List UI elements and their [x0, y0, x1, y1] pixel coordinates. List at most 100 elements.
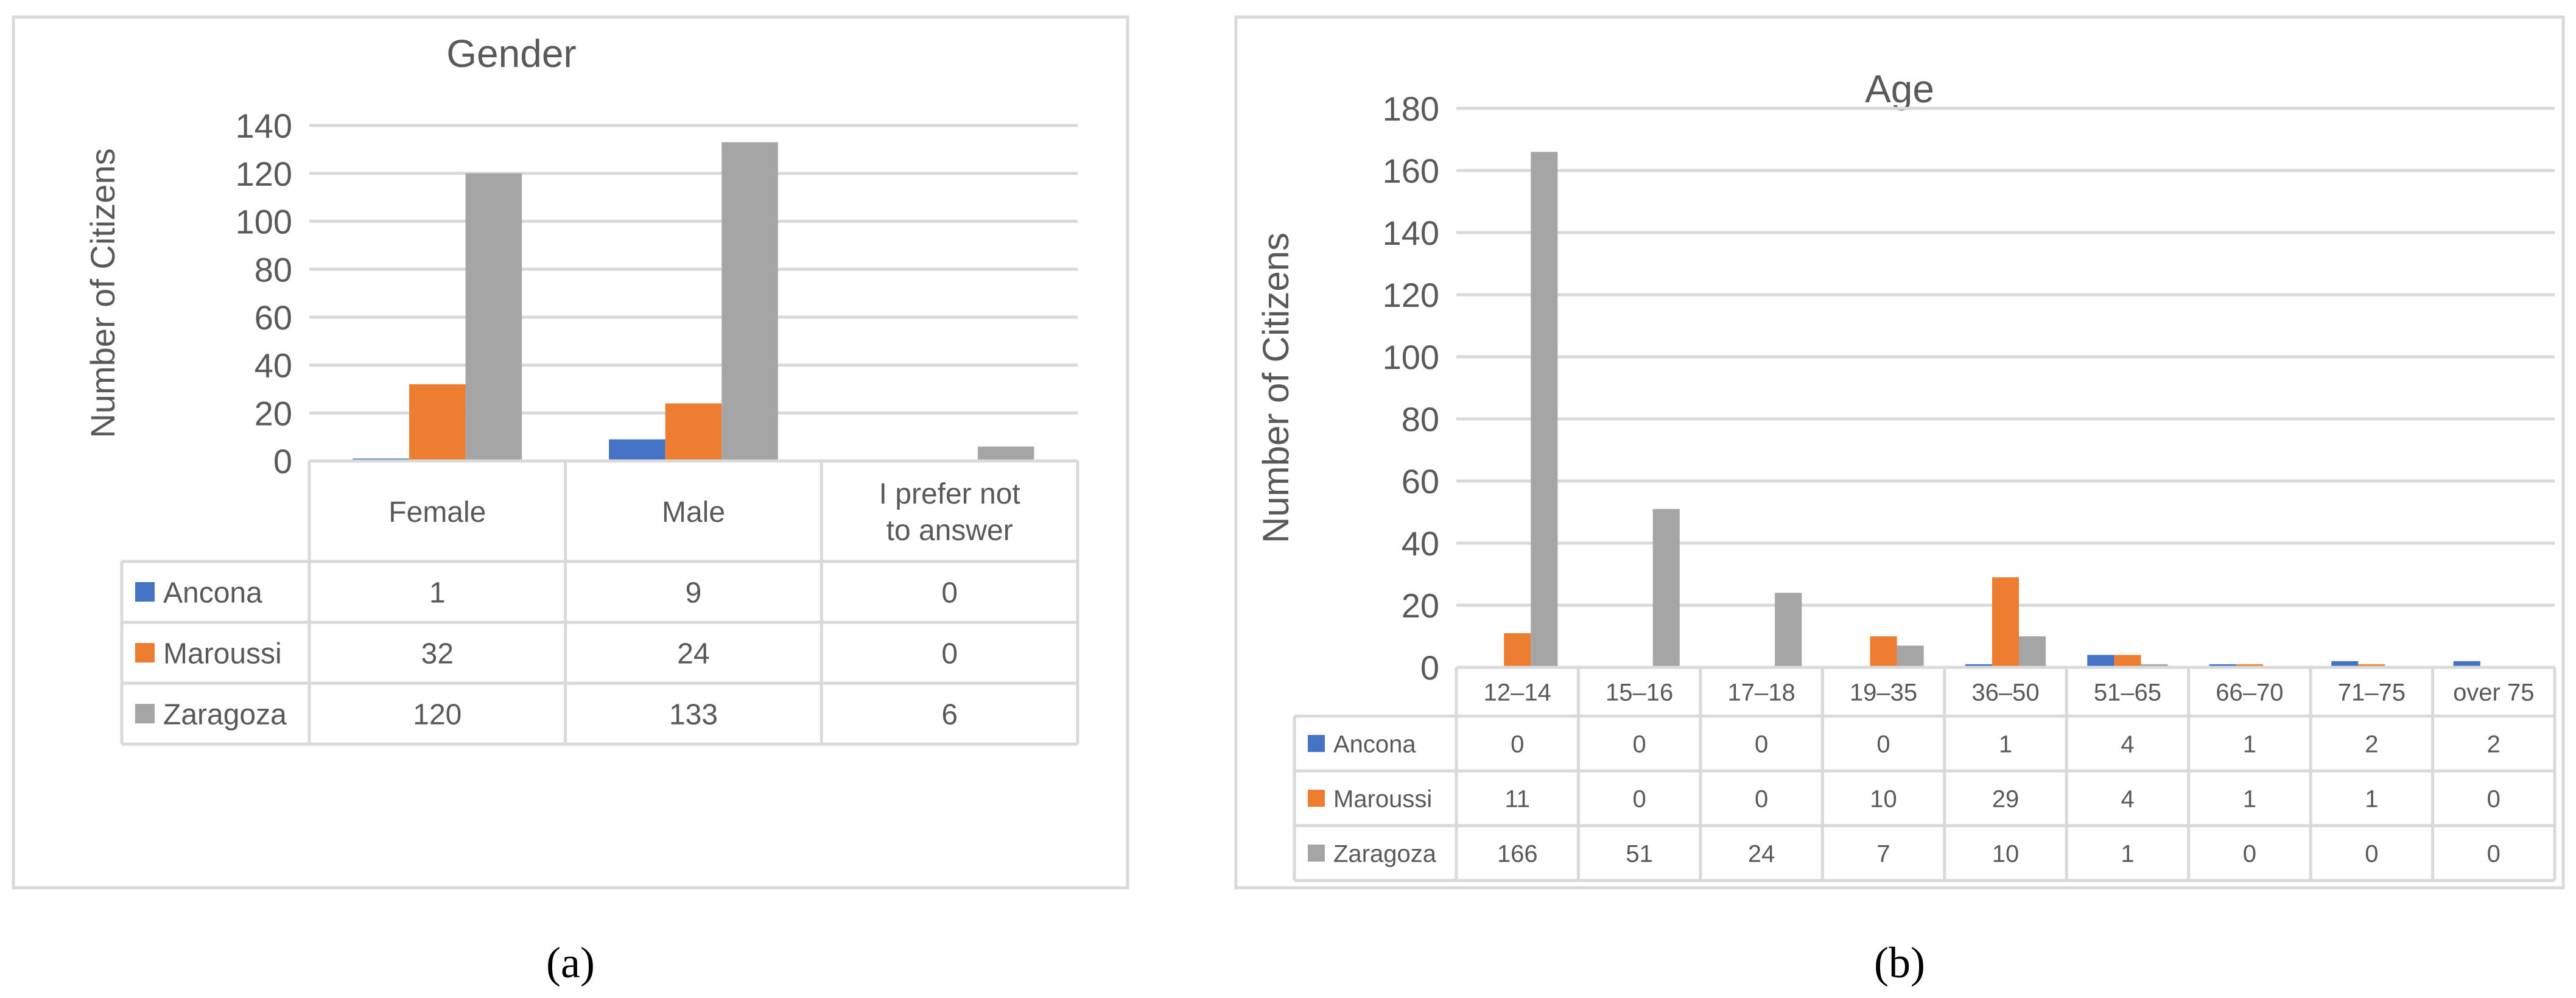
y-axis-label: Number of Citizens	[1255, 233, 1296, 543]
table-value: 0	[1633, 731, 1646, 757]
legend-key-zaragoza	[135, 704, 155, 723]
bar-maroussi-7	[2358, 664, 2385, 667]
category-label: 71–75	[2338, 679, 2406, 706]
table-value: 0	[941, 577, 958, 609]
table-value: 4	[2121, 731, 2134, 757]
y-tick-label: 0	[273, 442, 292, 480]
table-value: 24	[1748, 840, 1775, 867]
y-tick-label: 140	[1383, 214, 1439, 252]
bar-maroussi-3	[1870, 636, 1897, 667]
table-value: 1	[2243, 731, 2256, 757]
bar-zaragoza-0	[465, 173, 522, 461]
table-value: 0	[1633, 785, 1646, 812]
legend-key-ancona	[1308, 735, 1325, 752]
table-value: 0	[2487, 840, 2501, 867]
legend-label-maroussi: Maroussi	[163, 638, 282, 670]
bar-ancona-7	[2331, 661, 2359, 667]
table-value: 7	[1876, 840, 1890, 867]
panel-label-b: (b)	[1874, 938, 1925, 987]
y-tick-label: 120	[1383, 276, 1439, 314]
category-label: Male	[662, 496, 725, 529]
table-value: 1	[1999, 731, 2012, 757]
table-value: 29	[1992, 785, 2020, 812]
bar-maroussi-5	[2114, 655, 2141, 667]
table-value: 9	[686, 577, 702, 609]
category-label: 51–65	[2094, 679, 2161, 706]
legend-key-maroussi	[1308, 790, 1325, 807]
y-tick-label: 40	[254, 346, 292, 385]
chart-title: Age	[1865, 67, 1934, 111]
chart-b-frame	[1234, 15, 2565, 890]
y-tick-label: 120	[236, 155, 292, 193]
bar-maroussi-0	[409, 384, 466, 461]
y-tick-label: 40	[1402, 524, 1439, 563]
bar-maroussi-0	[1504, 633, 1531, 667]
table-value: 2	[2487, 731, 2501, 757]
table-value: 133	[669, 698, 718, 731]
table-value: 10	[1992, 840, 2020, 867]
table-value: 0	[2487, 785, 2501, 812]
table-value: 0	[2365, 840, 2378, 867]
bar-ancona-6	[2209, 664, 2236, 667]
legend-label-ancona: Ancona	[1333, 731, 1416, 757]
table-value: 1	[2121, 840, 2134, 867]
y-tick-label: 20	[254, 394, 292, 432]
chart-a: Gender 0 20 40 60 80 1 0 0 120 140 Number of Citize…	[83, 32, 1079, 746]
y-axis-label: Number of Citizens	[83, 148, 122, 438]
table-value: 0	[941, 638, 958, 670]
y-tick-label: 100	[1383, 338, 1439, 376]
table-value: 6	[941, 698, 958, 731]
table-value: 1	[429, 577, 446, 609]
table-value: 0	[1755, 731, 1768, 757]
table-value: 120	[413, 698, 462, 731]
category-label: 36–50	[1971, 679, 2039, 706]
table-value: 166	[1497, 840, 1538, 867]
table-value: 0	[1755, 785, 1768, 812]
bar-ancona-1	[609, 439, 665, 461]
table-value: 10	[1870, 785, 1897, 812]
y-tick-label: 60	[1402, 462, 1439, 501]
bar-zaragoza-2	[1775, 592, 1802, 667]
table-value: 1	[2243, 785, 2256, 812]
legend-label-maroussi: Maroussi	[1333, 785, 1432, 812]
table-value: 51	[1626, 840, 1653, 867]
table-value: 11	[1504, 785, 1530, 812]
y-tick-label: 60	[254, 298, 292, 337]
category-label: 12–14	[1484, 679, 1551, 706]
chart-title: Gender	[446, 32, 576, 76]
legend-label-ancona: Ancona	[163, 577, 262, 609]
panel-label-a: (a)	[546, 938, 595, 987]
bar-zaragoza-0	[1531, 152, 1558, 667]
table-value: 0	[1511, 731, 1524, 757]
bar-zaragoza-3	[1897, 645, 1924, 667]
legend-key-zaragoza	[1308, 845, 1325, 862]
bar-ancona-5	[2087, 655, 2114, 667]
category-label: Female	[388, 496, 486, 529]
y-tick-label: 180	[1383, 90, 1439, 128]
table-value: 1	[2365, 785, 2378, 812]
table-value: 32	[421, 638, 454, 670]
bar-zaragoza-2	[977, 446, 1034, 461]
bar-zaragoza-5	[2141, 664, 2168, 667]
legend-key-maroussi	[135, 643, 155, 662]
category-label: 15–16	[1606, 679, 1673, 706]
bar-maroussi-6	[2236, 664, 2263, 667]
y-tick-label: 0	[1420, 648, 1439, 687]
chart-a-frame	[12, 15, 1129, 890]
category-label: 17–18	[1727, 679, 1795, 706]
y-tick-label: 20	[1402, 586, 1439, 625]
y-tick-label: 160	[1383, 152, 1439, 190]
y-tick-label: 140	[236, 107, 292, 145]
bar-zaragoza-1	[1652, 508, 1680, 667]
legend-key-ancona	[135, 582, 155, 602]
table-value: 0	[1876, 731, 1890, 757]
category-label: I prefer not to answer	[879, 478, 1020, 547]
category-label: 19–35	[1850, 679, 1917, 706]
legend-label-zaragoza: Zaragoza	[163, 698, 287, 731]
legend-label-zaragoza: Zaragoza	[1333, 840, 1437, 867]
table-value: 4	[2121, 785, 2134, 812]
y-tick-label: 80	[254, 250, 292, 289]
y-tick-label: 80	[1402, 400, 1439, 438]
